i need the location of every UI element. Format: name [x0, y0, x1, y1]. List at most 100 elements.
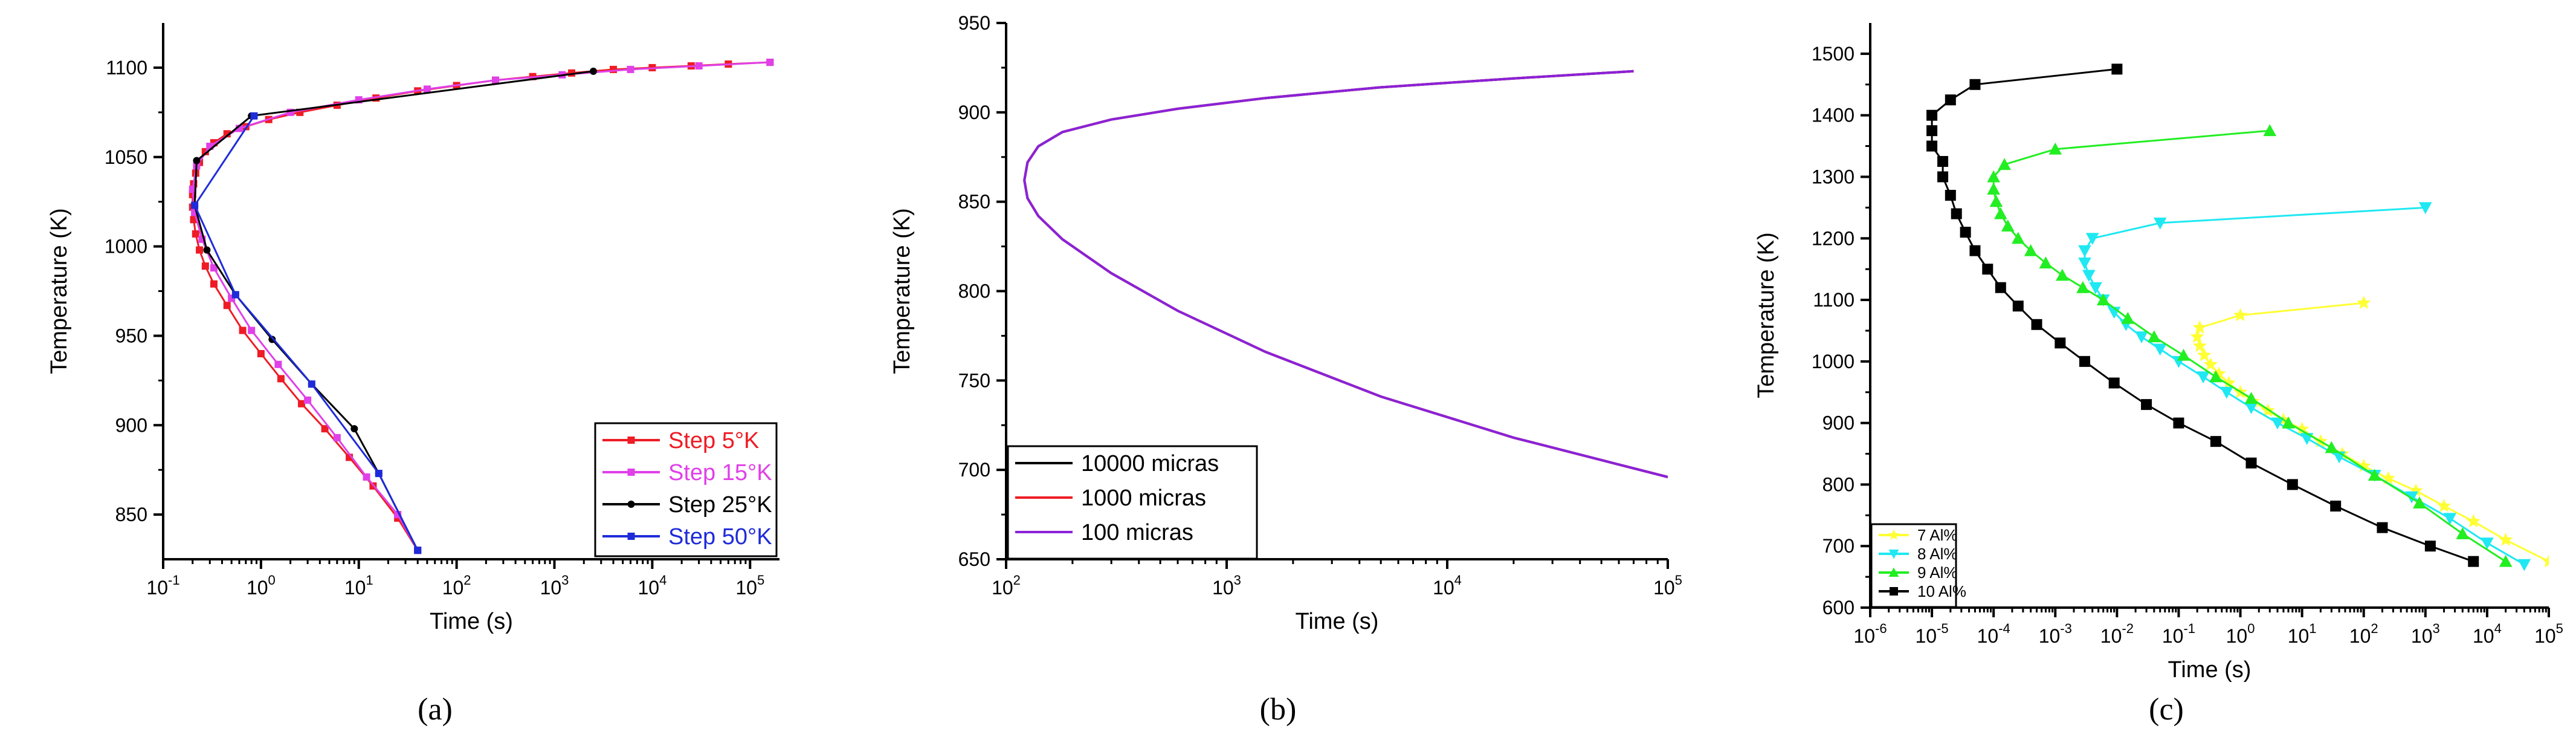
panel-caption: (b): [1260, 692, 1297, 727]
data-point: [1937, 156, 1949, 167]
x-tick-base: 10: [146, 577, 168, 599]
data-point: [257, 349, 265, 357]
x-tick-base: 10: [992, 577, 1013, 599]
y-tick-label: 1000: [1812, 351, 1855, 372]
x-tick-exponent: 2: [2371, 621, 2378, 636]
legend-label: Step 25°K: [668, 492, 772, 518]
series-3: [1023, 70, 1668, 478]
data-point: [2197, 348, 2212, 362]
data-point: [2153, 343, 2167, 356]
legend-swatch-marker: [627, 501, 635, 508]
series-line: [1023, 70, 1668, 478]
x-tick-base: 10: [735, 577, 757, 599]
x-tick-base: 10: [442, 577, 464, 599]
series-1: [2190, 296, 2549, 568]
x-tick-exponent: 3: [2432, 621, 2439, 636]
data-point: [308, 380, 315, 388]
data-point: [2078, 257, 2091, 270]
legend: Step 5°K Step 15°K Step 25°K Step 50°K: [594, 422, 778, 557]
data-point: [2220, 386, 2233, 399]
x-tick-label: 100: [2226, 621, 2255, 647]
x-tick-label: 104: [638, 573, 667, 599]
data-point: [2141, 399, 2152, 411]
data-point: [239, 326, 247, 334]
data-point: [2056, 268, 2069, 281]
data-point: [2048, 142, 2062, 155]
x-tick-exponent: 1: [366, 573, 373, 588]
legend-label: 9 Al%: [1917, 563, 1958, 582]
x-tick-exponent: -6: [1875, 621, 1887, 636]
y-axis-title: Temperature (K): [889, 208, 915, 374]
x-tick-base: 10: [344, 577, 366, 599]
x-tick-label: 103: [540, 573, 569, 599]
x-tick-base: 10: [1212, 577, 1234, 599]
x-tick-exponent: -4: [1998, 621, 2010, 636]
x-tick-base: 10: [2473, 625, 2494, 647]
x-tick-label: 10-1: [146, 573, 179, 599]
x-tick-base: 10: [2226, 625, 2248, 647]
x-tick-base: 10: [2039, 625, 2061, 647]
x-tick-base: 10: [2534, 625, 2556, 647]
data-point: [2263, 124, 2277, 137]
x-tick-base: 10: [2288, 625, 2310, 647]
x-tick-exponent: 4: [659, 573, 667, 588]
x-tick-label: 100: [247, 573, 276, 599]
data-point: [2244, 402, 2258, 414]
y-tick-label: 1500: [1812, 43, 1855, 65]
data-point: [2135, 331, 2148, 343]
data-point: [2055, 337, 2066, 349]
data-point: [277, 375, 285, 383]
data-point: [2542, 554, 2549, 568]
data-point: [1945, 94, 1956, 106]
y-tick-label: 950: [958, 12, 990, 34]
x-tick-exponent: 5: [2556, 621, 2563, 636]
data-point: [2121, 311, 2135, 324]
data-point: [2209, 370, 2223, 383]
x-tick-base: 10: [247, 577, 268, 599]
legend-swatch-marker: [1890, 587, 1898, 596]
data-point: [2424, 541, 2436, 552]
data-point: [2079, 356, 2090, 367]
data-point: [423, 85, 431, 93]
x-tick-label: 104: [1433, 573, 1462, 599]
data-point: [2024, 244, 2038, 256]
x-tick-exponent: 2: [1013, 573, 1021, 588]
series-3: [191, 67, 597, 554]
y-tick-label: 700: [958, 459, 990, 481]
x-tick-label: 10-3: [2039, 621, 2072, 647]
x-tick-exponent: 4: [2494, 621, 2502, 636]
data-point: [203, 246, 211, 254]
x-tick-label: 105: [2534, 621, 2563, 647]
data-point: [2012, 232, 2025, 244]
x-tick-label: 103: [2411, 621, 2440, 647]
data-point: [304, 396, 312, 404]
data-point: [2409, 483, 2423, 497]
data-point: [2078, 245, 2091, 258]
legend-swatch-marker: [1888, 550, 1899, 559]
data-point: [2210, 436, 2221, 447]
data-point: [192, 230, 199, 238]
data-point: [2096, 293, 2110, 306]
data-point: [1969, 245, 1981, 256]
legend-frame: [594, 422, 778, 557]
series-line: [2084, 206, 2525, 565]
y-tick-label: 1100: [1813, 289, 1855, 311]
series-2: [1023, 70, 1668, 478]
data-point: [2245, 457, 2257, 469]
data-point: [274, 360, 282, 368]
x-tick-label: 103: [1212, 573, 1241, 599]
data-point: [695, 62, 703, 70]
data-point: [210, 280, 218, 288]
y-axis-title: Temperature (K): [47, 208, 72, 374]
legend-label: 10 Al%: [1917, 582, 1966, 600]
legend-label: 100 micras: [1081, 520, 1193, 545]
series-line: [1023, 70, 1668, 478]
data-point: [2108, 377, 2120, 389]
legend-label: Step 15°K: [668, 460, 772, 485]
legend-label: 1000 micras: [1081, 485, 1206, 511]
x-tick-label: 10-2: [2100, 621, 2134, 647]
series-1: [1023, 70, 1668, 478]
x-tick-exponent: 2: [463, 573, 471, 588]
y-axis-title: Temperature (K): [1754, 232, 1779, 398]
